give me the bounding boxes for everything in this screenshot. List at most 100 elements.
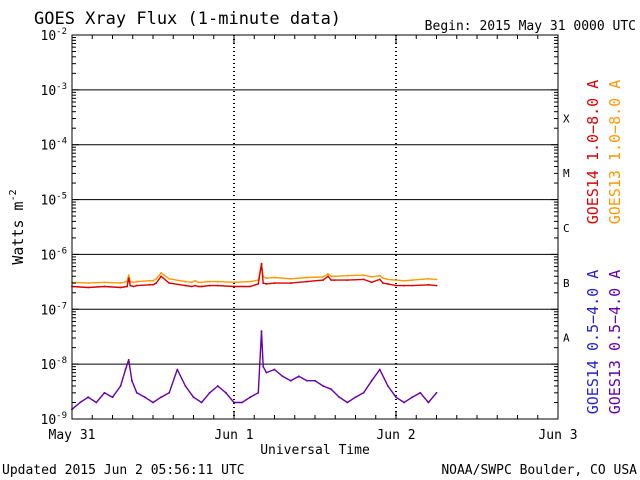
- series-point: [387, 385, 389, 387]
- series-point: [322, 276, 324, 278]
- series-point: [168, 282, 171, 284]
- series-point: [132, 281, 135, 284]
- series-point: [281, 375, 284, 378]
- series-point: [362, 391, 365, 394]
- series-point: [330, 279, 333, 281]
- series-point: [435, 278, 438, 281]
- series-point: [131, 379, 133, 382]
- series-point: [192, 396, 195, 399]
- series-point: [127, 277, 130, 279]
- series-point: [208, 280, 211, 283]
- series-point: [129, 284, 132, 287]
- series-point: [265, 371, 268, 374]
- series-point: [411, 396, 414, 399]
- series-point: [395, 279, 397, 281]
- series-point: [119, 385, 122, 387]
- series-point: [168, 277, 171, 280]
- series-point: [168, 391, 171, 394]
- series-point: [387, 283, 389, 285]
- series-point: [378, 274, 381, 277]
- y-tick-label-exp: -8: [56, 356, 67, 366]
- series-point: [333, 275, 336, 278]
- plot-background: [72, 35, 558, 419]
- series-point: [124, 368, 127, 371]
- x-tick-label: May 31: [49, 428, 96, 443]
- series-point: [191, 285, 193, 288]
- series-point: [260, 330, 263, 332]
- series-point: [208, 284, 211, 287]
- series-point: [297, 375, 300, 378]
- series-point: [289, 379, 292, 382]
- series-point: [262, 365, 265, 368]
- series-point: [322, 279, 324, 281]
- y-tick-label-base: 10: [41, 413, 57, 428]
- series-line: [71, 330, 438, 410]
- y-tick-label: 10-7: [41, 301, 68, 318]
- series-point: [378, 368, 381, 371]
- series-point: [322, 385, 324, 387]
- y-tick-label-exp: -5: [56, 192, 67, 202]
- footer-credit: NOAA/SWPC Boulder, CO USA: [441, 463, 637, 478]
- series-point: [225, 391, 227, 394]
- y-tick-label-base: 10: [41, 248, 57, 263]
- series-point: [370, 379, 373, 382]
- series-point: [327, 273, 329, 275]
- y-tick-label: 10-3: [41, 82, 68, 99]
- series-point: [330, 275, 333, 278]
- y-axis-ticks: 10-910-810-710-610-510-410-310-2: [41, 27, 558, 428]
- series-point: [184, 385, 187, 387]
- series-point: [194, 284, 197, 287]
- series-point: [241, 401, 244, 404]
- series-point: [200, 401, 203, 404]
- series-point: [427, 277, 430, 280]
- legend-long-wave: GOES14 1.0−8.0 A GOES13 1.0−8.0 A: [584, 80, 624, 225]
- series-point: [87, 282, 90, 284]
- series-point: [378, 278, 381, 281]
- series-layer: [71, 262, 438, 411]
- series-point: [346, 279, 349, 281]
- series-point: [126, 285, 128, 288]
- series-point: [160, 272, 163, 274]
- series-point: [160, 275, 163, 278]
- series-point: [289, 282, 292, 284]
- y-tick-label: 10-5: [41, 192, 68, 209]
- series-point: [411, 284, 414, 287]
- series-point: [79, 401, 81, 404]
- series-point: [403, 284, 405, 287]
- series-point: [306, 276, 308, 279]
- y-tick-label-base: 10: [41, 358, 57, 373]
- series-point: [262, 282, 265, 284]
- series-point: [119, 286, 122, 289]
- series-point: [403, 279, 405, 282]
- series-point: [87, 286, 90, 289]
- series-point: [395, 396, 397, 399]
- series-point: [427, 401, 430, 404]
- series-point: [362, 278, 365, 281]
- series-point: [346, 274, 349, 277]
- series-point: [435, 391, 438, 394]
- series-point: [197, 281, 200, 284]
- series-point: [233, 285, 235, 288]
- series-point: [338, 396, 341, 399]
- legend-short-wave: GOES14 0.5−4.0 A GOES13 0.5−4.0 A: [584, 270, 624, 415]
- series-point: [370, 276, 373, 278]
- series-point: [306, 379, 308, 382]
- series-point: [208, 391, 211, 394]
- series-point: [103, 281, 106, 284]
- series-point: [184, 280, 187, 283]
- y-tick-label-base: 10: [41, 29, 57, 44]
- series-point: [127, 274, 130, 276]
- series-point: [273, 276, 276, 279]
- series-point: [265, 283, 268, 285]
- series-point: [265, 277, 268, 279]
- series-point: [233, 401, 235, 404]
- y-tick-label-exp: -2: [56, 27, 67, 37]
- x-axis-label: Universal Time: [260, 443, 370, 458]
- x-tick-label: Jun 3: [538, 428, 577, 443]
- series-point: [289, 277, 292, 280]
- class-labels: A B C M X: [563, 112, 570, 344]
- series-point: [194, 279, 197, 282]
- x-axis-ticks: May 31 Jun 1 Jun 2 Jun 3: [49, 35, 578, 443]
